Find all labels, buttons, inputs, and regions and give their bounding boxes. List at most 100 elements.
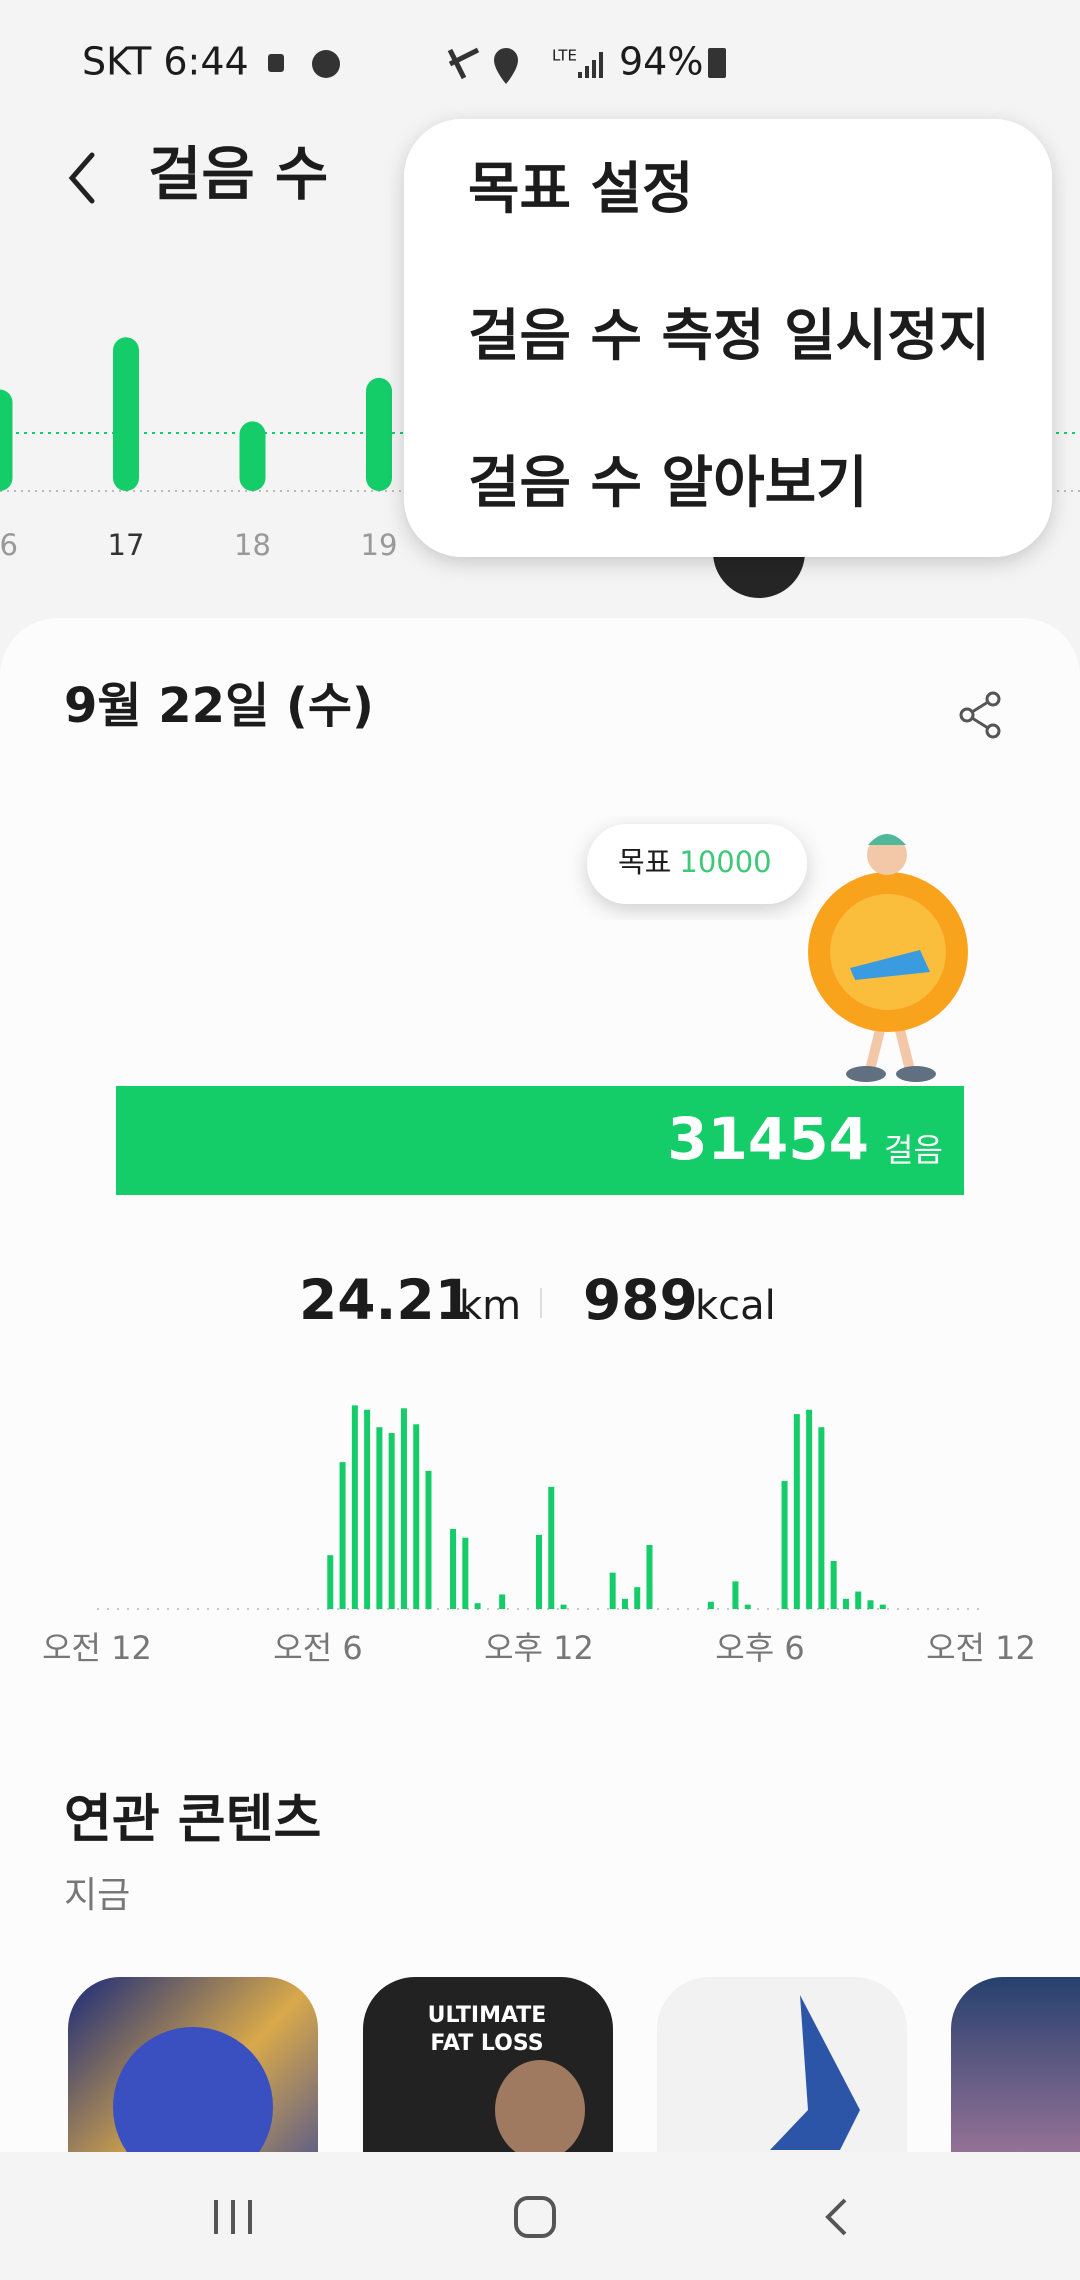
bar bbox=[499, 1594, 506, 1609]
battery-level: 94% bbox=[619, 40, 703, 84]
bar bbox=[388, 1433, 395, 1609]
bar bbox=[806, 1409, 813, 1609]
nav-bar bbox=[0, 2152, 1080, 2280]
bar bbox=[366, 377, 392, 491]
day-label: 16 bbox=[0, 528, 18, 562]
bar bbox=[450, 1529, 457, 1609]
goal-bubble bbox=[587, 824, 807, 904]
share-node bbox=[985, 723, 1001, 739]
bar bbox=[867, 1600, 874, 1609]
related-cards: ULTIMATE FAT LOSS bbox=[68, 1977, 1080, 2237]
related-title: 연관 콘텐츠 bbox=[64, 1790, 321, 1850]
hair bbox=[868, 834, 906, 845]
card-image bbox=[495, 2060, 585, 2152]
bar bbox=[548, 1486, 555, 1609]
menu-item[interactable]: 목표 설정 bbox=[468, 157, 694, 222]
day-label: 18 bbox=[234, 528, 271, 562]
bar bbox=[462, 1537, 469, 1609]
related-subtitle: 지금 bbox=[64, 1875, 130, 1916]
bar bbox=[364, 1409, 371, 1609]
goal-value: 10000 bbox=[679, 845, 771, 879]
share-line bbox=[971, 700, 989, 730]
bar bbox=[339, 1462, 346, 1609]
x-tick-label: 오전 12 bbox=[926, 1629, 1036, 1667]
bar bbox=[621, 1598, 628, 1609]
calories-unit: kcal bbox=[695, 1283, 776, 1329]
bar bbox=[855, 1591, 862, 1609]
share-node bbox=[959, 707, 975, 723]
home-button[interactable] bbox=[514, 2196, 556, 2238]
bar bbox=[474, 1603, 481, 1609]
x-tick-label: 오후 6 bbox=[715, 1629, 804, 1667]
bar bbox=[646, 1545, 653, 1609]
x-tick-label: 오전 6 bbox=[273, 1629, 362, 1667]
distance-value: 24.21 bbox=[299, 1268, 473, 1332]
bar bbox=[0, 389, 13, 491]
page-title: 걸음 수 bbox=[148, 140, 328, 208]
bar bbox=[842, 1598, 849, 1609]
bar bbox=[425, 1470, 432, 1609]
leg bbox=[895, 1028, 915, 1072]
steps-value: 31454 bbox=[667, 1105, 869, 1173]
leg bbox=[865, 1028, 885, 1072]
mute-icon bbox=[447, 47, 480, 80]
menu-item[interactable]: 걸음 수 측정 일시정지 bbox=[468, 304, 990, 369]
steps-bar bbox=[116, 1086, 964, 1195]
bar bbox=[634, 1587, 641, 1609]
hourly-chart: 오전 12 오전 6 오후 12 오후 6 오전 12 bbox=[42, 1405, 1036, 1667]
bar bbox=[707, 1601, 714, 1609]
bar bbox=[413, 1424, 420, 1609]
steps-unit: 걸음 bbox=[884, 1131, 943, 1169]
bar bbox=[239, 421, 266, 491]
card-image bbox=[770, 1995, 860, 2150]
card-text: FAT LOSS bbox=[430, 2031, 543, 2056]
menu-panel bbox=[404, 119, 1052, 557]
date: 9월 22일 (수) bbox=[64, 678, 374, 734]
bar bbox=[351, 1405, 358, 1609]
bar bbox=[609, 1572, 616, 1609]
menu-item[interactable]: 걸음 수 알아보기 bbox=[468, 451, 868, 516]
carrier-time: SKT 6:44 bbox=[82, 40, 249, 84]
bar bbox=[818, 1427, 825, 1609]
recent-apps-button[interactable] bbox=[214, 2200, 252, 2234]
bar bbox=[376, 1427, 383, 1609]
bar bbox=[879, 1604, 886, 1609]
day-label: 17 bbox=[108, 528, 145, 562]
mascot bbox=[808, 834, 968, 1082]
bar bbox=[781, 1481, 788, 1609]
x-tick-label: 오전 12 bbox=[42, 1629, 152, 1667]
bar bbox=[327, 1555, 334, 1609]
shoe bbox=[850, 950, 930, 980]
goal-text: 목표 10000 bbox=[618, 845, 772, 879]
bar bbox=[732, 1581, 739, 1609]
card-image bbox=[113, 2027, 273, 2152]
network-type: LTE bbox=[552, 47, 577, 65]
card-text: ULTIMATE bbox=[428, 2003, 547, 2028]
goal-label: 목표 bbox=[618, 845, 671, 879]
share-node bbox=[985, 691, 1001, 707]
bar bbox=[560, 1604, 567, 1609]
battery-icon bbox=[708, 48, 726, 78]
bar bbox=[536, 1534, 542, 1609]
sun-inner bbox=[830, 894, 946, 1010]
signal-icon bbox=[578, 52, 603, 78]
day-label: 19 bbox=[361, 528, 398, 562]
share-button[interactable] bbox=[959, 691, 1001, 739]
overflow-menu bbox=[404, 119, 1052, 557]
cloud-icon bbox=[312, 50, 340, 78]
detail-card bbox=[0, 618, 1080, 2280]
system-back-button[interactable] bbox=[825, 2198, 847, 2236]
bar bbox=[830, 1561, 837, 1609]
bar bbox=[113, 337, 139, 491]
bar bbox=[793, 1414, 800, 1609]
content-card[interactable] bbox=[951, 1977, 1080, 2237]
location-icon bbox=[494, 48, 518, 84]
x-tick-label: 오후 12 bbox=[484, 1629, 594, 1667]
calories-value: 989 bbox=[583, 1268, 698, 1332]
bar bbox=[400, 1408, 407, 1609]
back-button[interactable] bbox=[68, 152, 95, 204]
foot bbox=[846, 1066, 886, 1082]
